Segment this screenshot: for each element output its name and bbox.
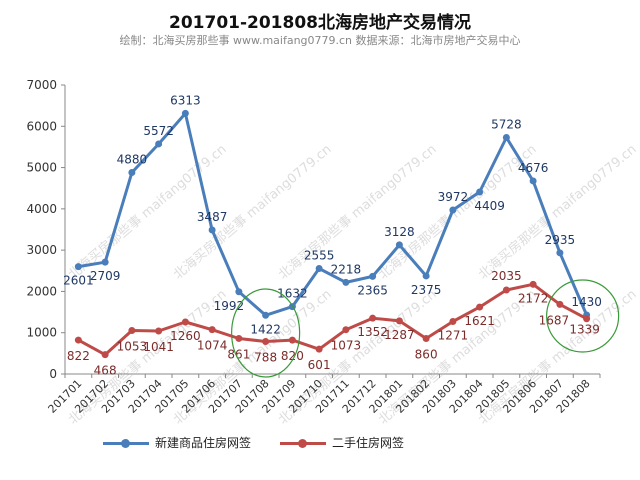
- data-label-new: 2365: [357, 283, 388, 297]
- data-point-1: [74, 336, 82, 344]
- data-point-0: [422, 272, 430, 280]
- data-point-0: [369, 272, 377, 280]
- data-label-resale: 1621: [464, 314, 495, 328]
- data-point-1: [181, 318, 189, 326]
- data-label-resale: 2035: [491, 269, 522, 283]
- data-label-resale: 1074: [197, 339, 228, 353]
- data-label-resale: 2172: [518, 291, 549, 305]
- data-label-resale: 1260: [170, 329, 201, 343]
- data-point-1: [315, 345, 323, 353]
- data-point-0: [395, 241, 403, 249]
- data-label-new: 2601: [63, 274, 94, 288]
- data-label-new: 2709: [90, 269, 121, 283]
- data-label-new: 2218: [331, 262, 362, 276]
- data-point-1: [583, 315, 591, 323]
- data-point-1: [235, 334, 243, 342]
- legend-swatch-new: [103, 437, 149, 449]
- series-line-1: [77, 282, 588, 357]
- highlight-circle-201708: [231, 288, 301, 378]
- data-label-resale: 860: [415, 347, 438, 361]
- data-point-1: [262, 337, 270, 345]
- legend-item-new: 新建商品住房网签: [103, 434, 251, 451]
- data-point-0: [476, 188, 484, 196]
- data-label-resale: 601: [308, 358, 331, 372]
- chart-subtitle: 绘制：北海买房那些事 www.maifang0779.cn 数据来源：北海市房地…: [119, 34, 521, 47]
- data-point-1: [369, 314, 377, 322]
- data-label-resale: 1687: [539, 313, 570, 327]
- data-label-resale: 820: [281, 349, 304, 363]
- legend-swatch-resale: [280, 437, 326, 449]
- data-point-0: [529, 177, 537, 185]
- y-tick-label: 4000: [26, 202, 57, 216]
- data-label-new: 4676: [518, 161, 549, 175]
- data-point-0: [502, 134, 510, 142]
- data-label-new: 6313: [170, 93, 201, 107]
- data-label-new: 3972: [438, 190, 469, 204]
- data-label-resale: 788: [254, 350, 277, 364]
- data-label-resale: 1339: [569, 323, 600, 337]
- data-point-0: [556, 249, 564, 257]
- data-point-1: [155, 327, 163, 335]
- data-point-0: [128, 169, 136, 177]
- data-label-resale: 822: [67, 349, 90, 363]
- data-point-0: [155, 140, 163, 148]
- chart-title: 201701-201808北海房地产交易情况: [169, 13, 471, 33]
- data-point-1: [101, 351, 109, 359]
- y-tick-label: 7000: [26, 78, 57, 92]
- data-label-new: 3128: [384, 225, 415, 239]
- data-label-new: 1430: [571, 295, 602, 309]
- data-label-new: 5728: [491, 118, 522, 132]
- data-point-1: [208, 326, 216, 334]
- data-point-1: [128, 327, 136, 335]
- data-label-new: 5572: [143, 124, 174, 138]
- data-label-new: 1422: [250, 322, 281, 336]
- data-label-new: 4880: [117, 153, 148, 167]
- data-point-1: [422, 334, 430, 342]
- data-point-1: [476, 303, 484, 311]
- y-tick-label: 6000: [26, 119, 57, 133]
- data-label-resale: 1271: [438, 329, 469, 343]
- data-label-resale: 1053: [117, 340, 148, 354]
- data-label-resale: 861: [227, 347, 250, 361]
- data-point-0: [315, 265, 323, 273]
- data-point-1: [529, 280, 537, 288]
- data-label-resale: 1287: [384, 328, 415, 342]
- data-point-1: [556, 300, 564, 308]
- data-point-1: [342, 326, 350, 334]
- data-point-0: [101, 258, 109, 266]
- watermark-text: 北海买房那些事 maifang0779.cn: [375, 141, 539, 282]
- data-label-resale: 1073: [331, 339, 362, 353]
- legend-label-resale: 二手住房网签: [332, 436, 405, 450]
- data-label-new: 3487: [197, 210, 228, 224]
- data-label-new: 2935: [545, 233, 576, 247]
- data-label-resale: 1352: [357, 325, 388, 339]
- highlight-circle-201808: [546, 279, 620, 353]
- y-tick-label: 3000: [26, 243, 57, 257]
- data-label-resale: 468: [94, 364, 117, 378]
- series-line-0: [78, 111, 588, 317]
- y-tick-label: 0: [49, 367, 57, 381]
- data-point-0: [208, 226, 216, 234]
- data-label-new: 2555: [304, 249, 335, 263]
- data-point-0: [181, 109, 189, 117]
- data-point-0: [235, 288, 243, 296]
- data-point-1: [288, 336, 296, 344]
- data-point-1: [449, 318, 457, 326]
- y-tick-label: 5000: [26, 161, 57, 175]
- y-tick-label: 2000: [26, 284, 57, 298]
- data-point-0: [74, 263, 82, 271]
- data-label-resale: 1041: [143, 340, 174, 354]
- legend-label-new: 新建商品住房网签: [155, 436, 252, 450]
- data-point-1: [395, 317, 403, 325]
- data-label-new: 2375: [411, 283, 442, 297]
- legend-item-resale: 二手住房网签: [280, 434, 404, 451]
- data-point-1: [502, 286, 510, 294]
- y-tick-label: 1000: [26, 326, 57, 340]
- data-point-0: [342, 278, 350, 286]
- data-point-0: [262, 311, 270, 319]
- data-point-0: [449, 206, 457, 214]
- data-label-new: 4409: [474, 199, 505, 213]
